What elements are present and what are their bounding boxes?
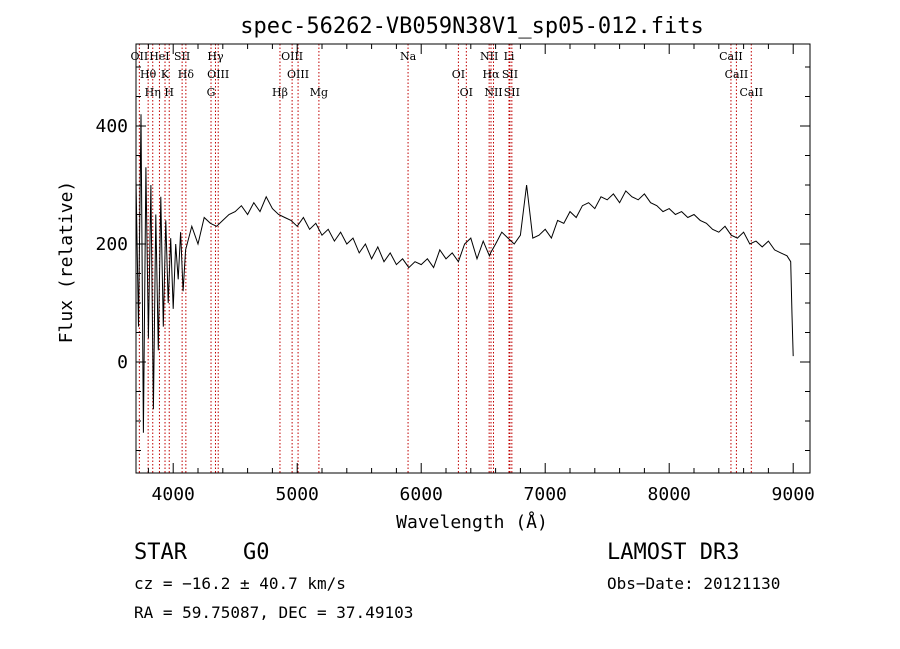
spectral-line-label: SII — [174, 50, 190, 63]
spectral-line-label: Hα — [482, 68, 500, 81]
spectral-line-label: OI — [452, 68, 465, 81]
spectral-line-label: NII — [484, 86, 502, 99]
observation-date: Obs−Date: 20121130 — [607, 574, 781, 593]
subclass: G0 — [243, 540, 270, 565]
x-axis-label: Wavelength (Å) — [396, 511, 548, 533]
spectral-line-label: CaII — [739, 86, 763, 99]
spectral-line-label: CaII — [725, 68, 749, 81]
spectral-line-label: OIII — [207, 68, 229, 81]
x-tick-labels: 4000 5000 6000 7000 8000 9000 — [152, 484, 815, 505]
spectral-line-label: NII — [480, 50, 498, 63]
spectral-line-label: OI — [460, 86, 473, 99]
survey-name: LAMOST DR3 — [607, 540, 740, 565]
coordinates: RA = 59.75087, DEC = 37.49103 — [134, 603, 414, 622]
spectral-line-labels: OIIHθHηHeIKHSIIHδGHγOIIIHβOIIIOIIIMgNaOI… — [130, 50, 763, 99]
x-tick-label: 6000 — [400, 484, 443, 505]
spectral-line-label: Mg — [310, 86, 328, 99]
spectral-line-label: G — [207, 86, 216, 99]
plot-frame — [135, 43, 811, 474]
object-class: STAR — [134, 540, 187, 565]
chart-title: spec-56262-VB059N38V1_sp05-012.fits — [240, 14, 704, 39]
spectral-line-label: Hδ — [178, 68, 195, 81]
spectral-line-label: OIII — [287, 68, 309, 81]
spectral-line-label: OIII — [281, 50, 303, 63]
y-axis-label: Flux (relative) — [56, 181, 77, 344]
spectral-line-label: Na — [400, 50, 417, 63]
y-tick-label: 0 — [117, 352, 128, 373]
axis-ticks — [136, 44, 810, 473]
y-tick-labels: 0 200 400 — [95, 116, 128, 373]
spectral-line-label: K — [161, 68, 170, 81]
spectral-line-label: HeI — [149, 50, 169, 63]
y-tick-label: 200 — [95, 234, 128, 255]
spectral-line-label: CaII — [719, 50, 743, 63]
x-tick-label: 7000 — [524, 484, 567, 505]
spectral-line-label: Hβ — [272, 86, 288, 99]
spectral-line-markers — [138, 44, 752, 473]
spectral-line-label: OII — [130, 50, 148, 63]
spectral-line-label: Hθ — [140, 68, 157, 81]
spectral-line-label: Li — [504, 50, 515, 63]
x-tick-label: 4000 — [152, 484, 195, 505]
x-tick-label: 9000 — [772, 484, 815, 505]
spectral-line-label: Hγ — [207, 50, 224, 63]
spectrum-line — [135, 114, 794, 433]
redshift-value: cz = −16.2 ± 40.7 km/s — [134, 574, 346, 593]
spectral-line-label: H — [164, 86, 174, 99]
spectral-line-label: SII — [504, 86, 520, 99]
spectral-line-label: Hη — [145, 86, 161, 99]
x-tick-label: 5000 — [276, 484, 319, 505]
x-tick-label: 8000 — [648, 484, 691, 505]
spectral-line-label: SII — [502, 68, 518, 81]
y-tick-label: 400 — [95, 116, 128, 137]
